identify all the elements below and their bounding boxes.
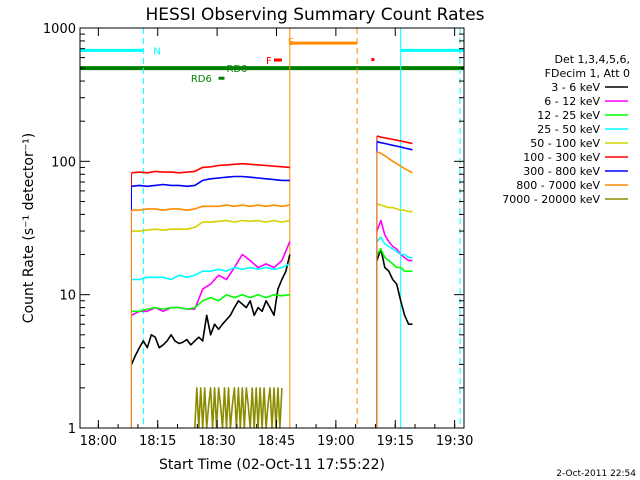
series-line-4-1 <box>376 203 413 213</box>
rd6-label: RD6 <box>191 74 212 85</box>
y-axis: 1 10 100 1000 <box>43 22 464 437</box>
flare-label: F <box>266 56 272 67</box>
legend-header-0: Det 1,3,4,5,6, <box>554 53 630 66</box>
x-tick-label-5: 19:15 <box>377 434 414 449</box>
plot-area: N S F RD0 RD6 <box>80 28 464 429</box>
plot-frame <box>79 27 465 429</box>
x-axis-label: Start Time (02-Oct-11 17:55:22) <box>159 457 385 473</box>
series-line-8-0 <box>194 387 283 429</box>
legend-entry-label-3: 25 - 50 keV <box>537 123 600 136</box>
x-axis: 18:00 18:15 18:30 18:45 19:00 19:15 19:30 <box>80 28 473 449</box>
x-tick-label-1: 18:15 <box>139 434 176 449</box>
legend: Det 1,3,4,5,6,FDecim 1, Att 03 - 6 keV6 … <box>502 53 630 206</box>
series-line-6-1 <box>376 141 413 151</box>
legend-entry-label-7: 800 - 7000 keV <box>516 179 600 192</box>
night-label: N <box>153 46 160 57</box>
series-line-0-1 <box>376 248 413 326</box>
series-line-5-0 <box>131 162 290 174</box>
series-line-5-1 <box>376 135 413 145</box>
y-tick-label-0: 1 <box>68 422 76 437</box>
y-tick-label-1: 10 <box>59 289 76 304</box>
legend-entry-label-0: 3 - 6 keV <box>551 81 600 94</box>
legend-entry-label-4: 50 - 100 keV <box>530 137 600 150</box>
series-line-2-1 <box>376 248 413 273</box>
x-tick-label-2: 18:30 <box>198 434 235 449</box>
series-line-2-0 <box>131 293 290 313</box>
x-tick-label-0: 18:00 <box>80 434 117 449</box>
series-line-7-1 <box>376 150 413 174</box>
y-tick-label-3: 1000 <box>43 22 76 37</box>
series-line-7-0 <box>131 204 290 211</box>
footer-timestamp: 2-Oct-2011 22:54 <box>556 469 636 479</box>
legend-entry-label-8: 7000 - 20000 keV <box>502 193 600 206</box>
legend-entry-label-6: 300 - 800 keV <box>523 165 600 178</box>
legend-header-1: FDecim 1, Att 0 <box>545 67 630 80</box>
chart-title: HESSI Observing Summary Count Rates <box>145 5 484 25</box>
x-tick-label-3: 18:45 <box>258 434 295 449</box>
x-tick-label-6: 19:30 <box>436 434 473 449</box>
rd0-label: RD0 <box>226 64 247 75</box>
x-tick-label-4: 19:00 <box>317 434 354 449</box>
legend-entry-label-2: 12 - 25 keV <box>537 109 600 122</box>
y-axis-label: Count Rate (s⁻¹ detector⁻¹) <box>21 133 37 323</box>
saa-label: S <box>288 37 294 48</box>
series-line-0-0 <box>130 254 291 365</box>
flare-flag-dot <box>371 58 375 62</box>
series-line-3-1 <box>376 236 413 259</box>
legend-entry-label-5: 100 - 300 keV <box>523 151 600 164</box>
series-line-3-0 <box>131 263 291 281</box>
y-tick-label-2: 100 <box>51 155 76 170</box>
series-line-1-1 <box>376 219 413 262</box>
legend-entry-label-1: 6 - 12 keV <box>544 95 600 108</box>
series-line-6-0 <box>131 175 290 188</box>
series-line-4-0 <box>131 219 290 232</box>
